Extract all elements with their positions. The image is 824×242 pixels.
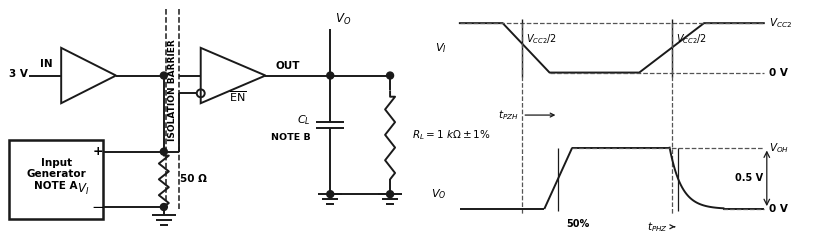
Text: $t_{PHZ}$: $t_{PHZ}$: [647, 220, 667, 234]
Text: 50%: 50%: [566, 219, 589, 229]
Circle shape: [386, 72, 394, 79]
Circle shape: [161, 148, 167, 155]
Text: $V_I$: $V_I$: [77, 182, 89, 197]
Circle shape: [327, 191, 334, 198]
Circle shape: [161, 204, 167, 211]
Text: 3 V: 3 V: [9, 68, 28, 79]
Text: NOTE B: NOTE B: [271, 133, 311, 142]
Text: $R_L = 1\ k\Omega \pm 1\%$: $R_L = 1\ k\Omega \pm 1\%$: [412, 128, 491, 142]
Bar: [9, 140, 103, 219]
Text: 0 V: 0 V: [769, 204, 788, 214]
Text: $V_O$: $V_O$: [432, 187, 447, 201]
Text: 50 Ω: 50 Ω: [180, 174, 207, 184]
Text: +: +: [93, 145, 103, 158]
Circle shape: [161, 72, 167, 79]
Circle shape: [327, 72, 334, 79]
Text: $C_L$: $C_L$: [297, 113, 311, 127]
Text: $V_{CC2}/2$: $V_{CC2}/2$: [527, 32, 557, 46]
Text: $V_I$: $V_I$: [435, 41, 447, 55]
Text: ISOLATION BARRIER: ISOLATION BARRIER: [168, 39, 177, 141]
Text: 0 V: 0 V: [769, 68, 788, 78]
Text: $V_O$: $V_O$: [335, 12, 352, 27]
Text: $V_{CC2}$: $V_{CC2}$: [769, 16, 792, 30]
Text: $\overline{\mathrm{EN}}$: $\overline{\mathrm{EN}}$: [228, 89, 246, 104]
Text: −: −: [91, 199, 105, 214]
Circle shape: [386, 191, 394, 198]
Text: OUT: OUT: [275, 61, 300, 71]
Text: IN: IN: [40, 59, 53, 69]
Text: $V_{OH}$: $V_{OH}$: [769, 141, 789, 155]
Text: Input
Generator
NOTE A: Input Generator NOTE A: [26, 158, 86, 191]
Text: $t_{PZH}$: $t_{PZH}$: [498, 108, 518, 122]
Text: $V_{CC2}/2$: $V_{CC2}/2$: [676, 32, 707, 46]
Text: 0.5 V: 0.5 V: [735, 173, 763, 183]
